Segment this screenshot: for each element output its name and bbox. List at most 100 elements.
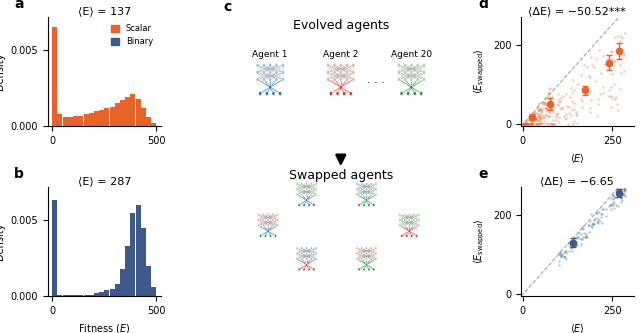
Point <box>526 121 536 127</box>
Point <box>526 121 536 126</box>
Point <box>612 108 623 113</box>
Point <box>535 116 545 122</box>
Circle shape <box>262 70 266 74</box>
Circle shape <box>368 268 370 271</box>
Circle shape <box>399 213 401 216</box>
Point <box>530 116 540 121</box>
Text: Agent 20: Agent 20 <box>391 50 432 59</box>
Point <box>540 115 550 120</box>
Point <box>593 220 603 226</box>
Circle shape <box>404 70 406 74</box>
Point <box>529 113 539 118</box>
Point <box>530 122 540 127</box>
Circle shape <box>256 63 259 67</box>
Point <box>596 214 606 220</box>
Circle shape <box>310 252 312 255</box>
X-axis label: $\langle E\rangle$: $\langle E\rangle$ <box>570 152 585 165</box>
Circle shape <box>256 70 259 74</box>
Point <box>586 212 596 217</box>
Point <box>545 122 555 127</box>
Point <box>592 210 602 216</box>
Circle shape <box>296 247 298 250</box>
Point <box>578 234 588 240</box>
Point <box>525 121 535 126</box>
Bar <box>99 292 104 296</box>
Point <box>535 120 545 126</box>
Point <box>619 186 629 191</box>
Point <box>552 102 562 107</box>
Point <box>524 113 534 118</box>
Point <box>570 109 580 115</box>
Point <box>550 111 561 116</box>
Circle shape <box>275 77 278 82</box>
Circle shape <box>262 63 266 67</box>
Point <box>605 104 616 109</box>
Point <box>584 105 595 110</box>
Point <box>535 112 545 117</box>
Circle shape <box>401 234 403 237</box>
Point <box>573 233 583 239</box>
Point <box>614 189 624 194</box>
Circle shape <box>363 203 365 206</box>
Circle shape <box>333 63 336 67</box>
Circle shape <box>415 234 418 237</box>
Point <box>555 107 565 112</box>
Point <box>592 113 602 119</box>
Bar <box>146 117 151 126</box>
Circle shape <box>305 182 308 185</box>
Circle shape <box>310 257 312 260</box>
Circle shape <box>397 77 401 82</box>
Point <box>539 118 549 123</box>
Circle shape <box>296 188 298 191</box>
Circle shape <box>375 193 377 196</box>
Circle shape <box>271 218 274 221</box>
Circle shape <box>349 92 352 96</box>
Point <box>564 95 575 100</box>
Point <box>588 221 598 227</box>
Circle shape <box>365 188 367 191</box>
Point <box>522 122 532 127</box>
Point <box>571 240 581 245</box>
Bar <box>73 295 78 296</box>
Point <box>536 110 547 115</box>
Point <box>619 52 629 57</box>
Point <box>522 119 532 124</box>
Y-axis label: Density: Density <box>0 53 5 90</box>
Circle shape <box>301 252 303 255</box>
Circle shape <box>370 182 372 185</box>
Point <box>576 96 586 101</box>
Point <box>602 62 612 67</box>
Circle shape <box>281 77 284 82</box>
Point <box>524 122 534 127</box>
Circle shape <box>399 224 401 227</box>
Point <box>519 122 529 127</box>
Point <box>540 122 550 127</box>
Point <box>527 120 537 125</box>
Point <box>572 242 582 248</box>
Bar <box>73 116 78 126</box>
Point <box>534 112 544 118</box>
Point <box>620 188 630 193</box>
Point <box>532 110 543 115</box>
Point <box>518 122 529 127</box>
Circle shape <box>410 63 413 67</box>
Circle shape <box>296 193 298 196</box>
Bar <box>58 114 63 126</box>
Point <box>607 71 617 76</box>
Bar <box>104 290 109 296</box>
Point <box>528 117 538 122</box>
Point <box>531 116 541 121</box>
Circle shape <box>272 92 275 96</box>
Text: . . .: . . . <box>367 75 385 85</box>
Point <box>546 121 556 126</box>
Circle shape <box>420 92 423 96</box>
Circle shape <box>400 92 403 96</box>
Circle shape <box>269 85 272 89</box>
Point <box>532 117 543 122</box>
Point <box>616 195 626 200</box>
Bar <box>131 94 136 126</box>
Circle shape <box>257 224 260 227</box>
Point <box>526 117 536 122</box>
Circle shape <box>356 193 358 196</box>
Circle shape <box>275 70 278 74</box>
